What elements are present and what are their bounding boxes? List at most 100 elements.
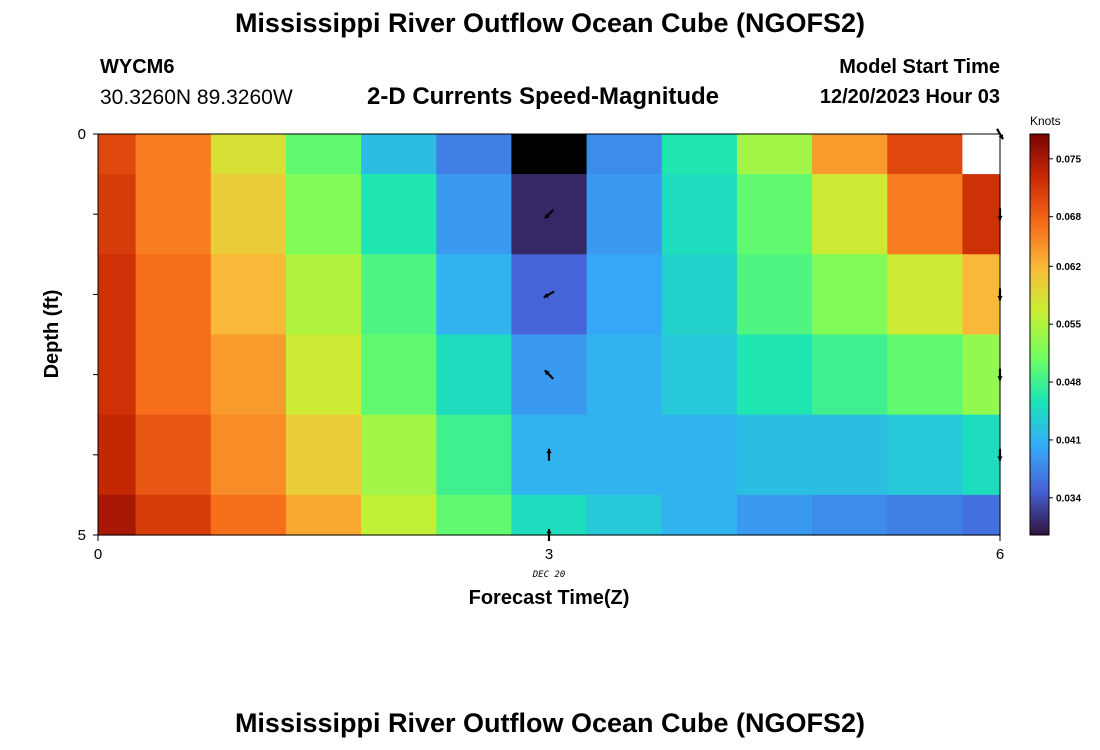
y-tick-label: 0 bbox=[78, 126, 86, 143]
current-vector bbox=[544, 209, 554, 220]
current-vector-head bbox=[543, 293, 549, 298]
heatmap-cell bbox=[736, 174, 813, 255]
heatmap-cell bbox=[586, 494, 663, 536]
heatmap-cell bbox=[661, 134, 738, 175]
heatmap-cell bbox=[736, 334, 813, 416]
heatmap-cell bbox=[135, 174, 212, 255]
heatmap-cell bbox=[586, 254, 663, 336]
heatmap-cell bbox=[436, 334, 513, 416]
current-vector bbox=[543, 290, 555, 299]
heatmap-cell bbox=[361, 134, 437, 175]
heatmap-cell bbox=[98, 414, 137, 496]
heatmap-cell bbox=[511, 494, 588, 536]
heatmap-cell bbox=[135, 414, 212, 496]
heatmap-cell bbox=[962, 494, 1001, 536]
heatmap-cell bbox=[586, 174, 663, 255]
heatmap-cell bbox=[887, 174, 964, 255]
heatmap-cell bbox=[285, 334, 362, 416]
heatmap-cell bbox=[812, 414, 888, 496]
heatmap-cell bbox=[135, 134, 212, 175]
colorbar-title: Knots bbox=[1030, 114, 1061, 128]
heatmap-cell bbox=[210, 334, 287, 416]
heatmap-cell bbox=[736, 134, 813, 175]
heatmap-cell bbox=[361, 174, 437, 255]
current-vector-head bbox=[998, 134, 1004, 140]
heatmap-cell bbox=[285, 254, 362, 336]
heatmap-cell bbox=[210, 134, 287, 175]
heatmap-cell bbox=[661, 494, 738, 536]
heatmap-cell bbox=[285, 494, 362, 536]
chart-title: Mississippi River Outflow Ocean Cube (NG… bbox=[234, 8, 866, 38]
heatmap-cell bbox=[887, 134, 964, 175]
heatmap-cell bbox=[210, 494, 287, 536]
heatmap-cell bbox=[361, 414, 437, 496]
colorbar bbox=[1029, 133, 1050, 536]
colorbar-tick-label: 0.041 bbox=[1056, 435, 1081, 446]
heatmap-cell bbox=[736, 414, 813, 496]
heatmap-cell bbox=[661, 334, 738, 416]
heatmap-cell bbox=[812, 494, 888, 536]
station-coordinates: 30.3260N 89.3260W bbox=[100, 86, 293, 109]
heatmap-cell bbox=[887, 334, 964, 416]
heatmap-cell bbox=[736, 254, 813, 336]
colorbar-tick-label: 0.048 bbox=[1056, 378, 1081, 389]
heatmap-cell bbox=[812, 334, 888, 416]
heatmap-cell bbox=[812, 254, 888, 336]
colorbar-tick-label: 0.062 bbox=[1056, 262, 1081, 273]
heatmap-cell bbox=[210, 414, 287, 496]
current-vector bbox=[544, 369, 554, 380]
heatmap-cell bbox=[135, 334, 212, 416]
heatmap-cell bbox=[436, 174, 513, 255]
heatmap-cell bbox=[98, 134, 137, 175]
heatmap-cell bbox=[285, 414, 362, 496]
heatmap-cell bbox=[511, 134, 588, 175]
heatmap-cell bbox=[361, 494, 437, 536]
heatmap-cell bbox=[436, 134, 513, 175]
x-axis-title: Forecast Time(Z) bbox=[469, 587, 630, 609]
heatmap-cell bbox=[210, 174, 287, 255]
model-start-value: 12/20/2023 Hour 03 bbox=[819, 86, 1000, 108]
heatmap-cell bbox=[887, 494, 964, 536]
y-axis-title: Depth (ft) bbox=[41, 290, 63, 379]
heatmap-cell bbox=[812, 134, 888, 175]
heatmap-cell bbox=[436, 414, 513, 496]
heatmap-cell bbox=[962, 254, 1001, 336]
heatmap-cell bbox=[135, 254, 212, 336]
heatmap-cell bbox=[887, 414, 964, 496]
heatmap-cell bbox=[436, 494, 513, 536]
heatmap-cell bbox=[962, 334, 1001, 416]
y-tick-label: 5 bbox=[78, 527, 86, 544]
model-start-label: Model Start Time bbox=[839, 56, 1000, 78]
heatmap-cell bbox=[962, 414, 1001, 496]
heatmap-cell bbox=[661, 174, 738, 255]
heatmap-cell bbox=[736, 494, 813, 536]
heatmap-cell bbox=[661, 414, 738, 496]
x-tick-label: 0 bbox=[94, 546, 102, 563]
station-id: WYCM6 bbox=[100, 56, 175, 78]
x-tick-label: 3 bbox=[545, 546, 553, 563]
heatmap-cell bbox=[887, 254, 964, 336]
heatmap-cell bbox=[98, 254, 137, 336]
current-vector-head bbox=[544, 213, 550, 219]
colorbar-tick-label: 0.055 bbox=[1056, 320, 1081, 331]
x-tick-label: 6 bbox=[996, 546, 1004, 563]
heatmap-cell bbox=[285, 134, 362, 175]
date-label: DEC 20 bbox=[532, 570, 566, 580]
heatmap-cell bbox=[135, 494, 212, 536]
heatmap-cell bbox=[661, 254, 738, 336]
current-vector-head bbox=[546, 529, 552, 534]
heatmap-cell bbox=[586, 134, 663, 175]
heatmap-cell bbox=[962, 174, 1001, 255]
heatmap-cell bbox=[436, 254, 513, 336]
heatmap-cell bbox=[361, 254, 437, 336]
heatmap-cell bbox=[210, 254, 287, 336]
heatmap-cell bbox=[98, 494, 137, 536]
footer-title: Mississippi River Outflow Ocean Cube (NG… bbox=[234, 708, 866, 738]
current-vector bbox=[546, 448, 552, 461]
current-vector-head bbox=[544, 370, 550, 376]
heatmap-cell bbox=[98, 334, 137, 416]
heatmap-cell bbox=[285, 174, 362, 255]
heatmap-cell bbox=[98, 174, 137, 255]
colorbar-tick-label: 0.034 bbox=[1056, 493, 1081, 504]
